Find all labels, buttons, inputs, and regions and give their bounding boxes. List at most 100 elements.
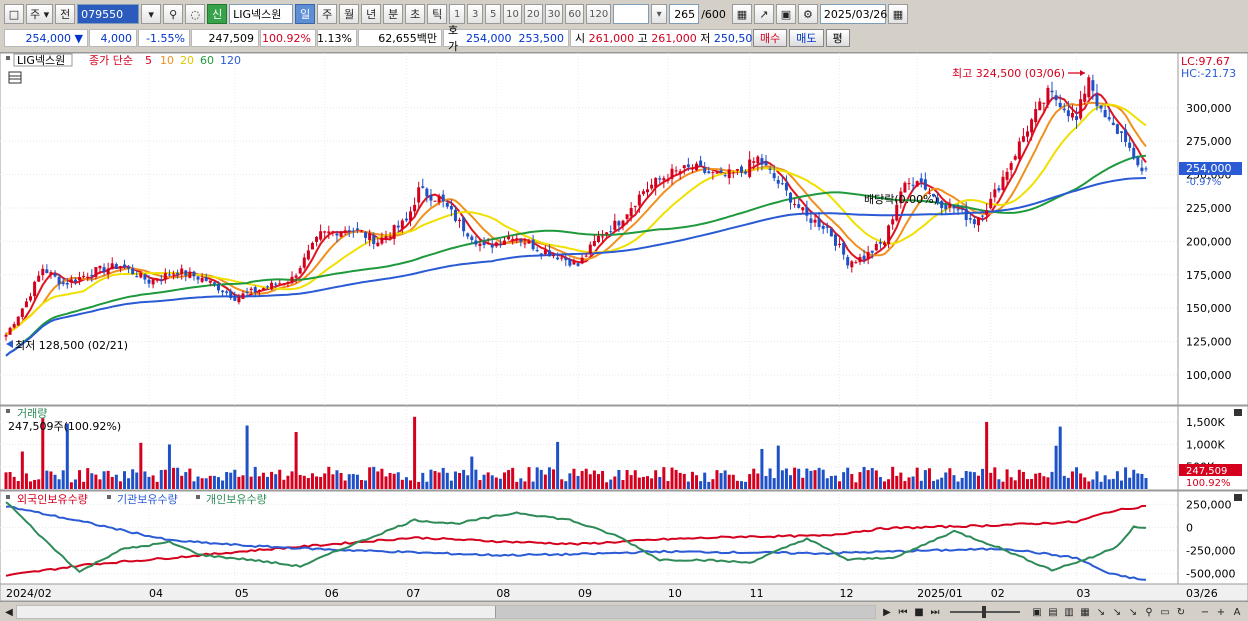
period-tab-tick[interactable]: 틱	[427, 4, 448, 24]
candle-body	[711, 172, 715, 174]
scroll-left-icon[interactable]: ◀	[5, 606, 13, 618]
stop-icon[interactable]: ■	[914, 606, 924, 618]
tool-icon-5[interactable]: ↘	[1096, 606, 1106, 618]
table-icon[interactable]	[8, 71, 22, 84]
interval-custom-input[interactable]	[613, 4, 650, 24]
interval-10[interactable]: 10	[503, 4, 522, 24]
stock-code-input[interactable]: 079550	[77, 4, 140, 24]
holdings-tick-label: -500,000	[1186, 568, 1235, 581]
volume-bar	[57, 479, 61, 489]
volume-bar	[1013, 480, 1017, 489]
count-input[interactable]: 265	[669, 4, 700, 24]
volume-bar	[572, 468, 576, 489]
trade-amount: 62,655백만	[358, 29, 442, 47]
volume-panel-close-icon[interactable]	[1234, 409, 1242, 416]
code-dropdown-icon[interactable]: ▾	[141, 4, 162, 24]
tool-icon-6[interactable]: ↘	[1112, 606, 1122, 618]
scroll-track[interactable]	[16, 605, 876, 619]
tool-icon-7[interactable]: ↘	[1128, 606, 1138, 618]
volume-bar	[290, 471, 294, 489]
speaker-icon[interactable]: ◌	[185, 4, 206, 24]
holdings-tick-label: 0	[1186, 521, 1193, 534]
calendar-icon[interactable]: ▦	[887, 4, 908, 24]
date-input[interactable]: 2025/03/26	[819, 4, 887, 24]
chart-svg[interactable]: 100,000 125,000 150,000 175,000 200,000 225,0…	[0, 52, 1248, 603]
tool-icon-8[interactable]: ⚲	[1145, 606, 1153, 618]
candle-body	[903, 182, 907, 193]
zoom-out-icon[interactable]: −	[1200, 606, 1210, 618]
volume-bar	[952, 475, 956, 489]
refresh-icon[interactable]: ↻	[1176, 606, 1186, 618]
search-icon[interactable]: ⚲	[163, 4, 184, 24]
candle-body	[458, 219, 462, 222]
interval-30[interactable]: 30	[544, 4, 564, 24]
tool-icon-2[interactable]: ▤	[1048, 606, 1058, 618]
candle-body	[878, 241, 882, 244]
candle-body	[874, 244, 878, 251]
interval-3[interactable]: 3	[467, 4, 484, 24]
scroll-thumb[interactable]	[495, 606, 875, 618]
period-tab-day[interactable]: 일	[295, 4, 316, 24]
candle-body	[674, 170, 678, 172]
volume-bar	[494, 477, 498, 489]
date-tick-label: 2024/02	[6, 587, 52, 600]
interval-dropdown-icon[interactable]: ▾	[651, 4, 668, 24]
period-tab-minute[interactable]: 분	[383, 4, 404, 24]
chart-type-icon[interactable]: ▦	[731, 4, 752, 24]
volume-bar	[870, 468, 874, 489]
prev-button[interactable]: 전	[55, 4, 76, 24]
font-size-icon[interactable]: A	[1233, 606, 1241, 618]
volume-bar	[601, 470, 605, 489]
gear-icon[interactable]: ⚙	[797, 4, 818, 24]
volume-bar	[400, 479, 404, 489]
period-unit-select[interactable]: 주 ▾	[26, 4, 54, 24]
zoom-in-icon[interactable]: +	[1216, 606, 1226, 618]
tool-icon-4[interactable]: ▦	[1080, 606, 1090, 618]
candle-body	[241, 293, 245, 299]
volume-bar	[474, 469, 478, 489]
eval-button[interactable]: 평	[825, 29, 850, 47]
candle-body	[498, 244, 502, 246]
buy-button[interactable]: 매수	[753, 29, 788, 47]
period-tab-month[interactable]: 월	[339, 4, 360, 24]
zoom-slider-thumb[interactable]	[982, 606, 986, 618]
sell-button[interactable]: 매도	[789, 29, 824, 47]
interval-60[interactable]: 60	[565, 4, 585, 24]
period-tab-week[interactable]: 주	[317, 4, 338, 24]
volume-bar	[184, 472, 188, 489]
legend-name-box	[13, 53, 73, 67]
ma-line-120	[5, 177, 1147, 357]
chart-menu-icon[interactable]: □	[4, 4, 24, 24]
legend-square-icon	[6, 495, 10, 499]
period-tab-week-label: 주	[322, 8, 333, 21]
draw-tool-icon[interactable]: ↗	[753, 4, 774, 24]
tool-icon-9[interactable]: ▭	[1160, 606, 1170, 618]
candle-body	[882, 242, 886, 246]
interval-5[interactable]: 5	[485, 4, 502, 24]
eval-button-label: 평	[832, 32, 843, 45]
jump-start-icon[interactable]: ⏮	[898, 606, 908, 618]
jump-end-icon[interactable]: ⏭	[930, 606, 940, 618]
date-tick-label: 06	[325, 587, 339, 600]
candle-body	[780, 183, 784, 185]
volume-bar	[82, 481, 86, 489]
candle-body	[899, 191, 903, 204]
holdings-panel-close-icon[interactable]	[1234, 494, 1242, 501]
tool-icon-3[interactable]: ▥	[1064, 606, 1074, 618]
save-icon[interactable]: ▣	[775, 4, 796, 24]
candle-body	[180, 268, 184, 275]
period-tab-year[interactable]: 년	[361, 4, 382, 24]
interval-120[interactable]: 120	[586, 4, 612, 24]
period-tab-second[interactable]: 초	[405, 4, 426, 24]
chart-area[interactable]: 100,000 125,000 150,000 175,000 200,000 225,0…	[0, 52, 1248, 602]
candle-body	[944, 205, 948, 210]
candle-body	[147, 279, 151, 284]
volume-bar	[1136, 473, 1140, 489]
interval-1[interactable]: 1	[449, 4, 466, 24]
candle-body	[601, 236, 605, 238]
interval-20[interactable]: 20	[523, 4, 543, 24]
tool-icon-1[interactable]: ▣	[1032, 606, 1042, 618]
volume-bar	[98, 479, 102, 489]
scroll-right-icon[interactable]: ▶	[883, 606, 891, 618]
candle-body	[302, 257, 306, 268]
